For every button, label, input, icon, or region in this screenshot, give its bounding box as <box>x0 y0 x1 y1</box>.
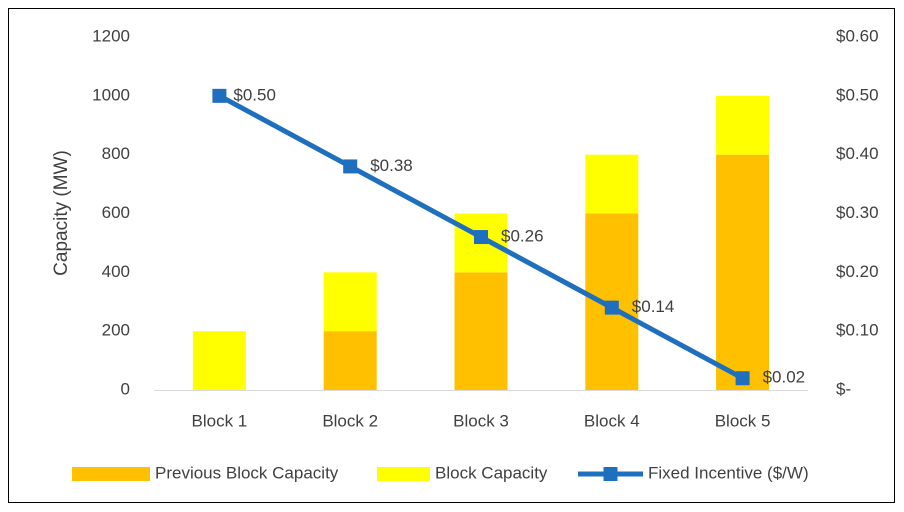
line-marker <box>212 88 227 103</box>
data-label: $0.26 <box>501 227 544 246</box>
bar <box>192 331 246 390</box>
line-marker <box>343 159 358 174</box>
bar <box>585 154 639 214</box>
bar <box>454 272 508 390</box>
x-tick-label: Block 3 <box>453 411 509 430</box>
line-marker <box>474 230 488 245</box>
bar <box>323 331 377 390</box>
x-tick-label: Block 5 <box>715 411 771 430</box>
bar <box>716 154 770 390</box>
y2-tick-label: $0.40 <box>836 144 879 163</box>
bar <box>716 95 770 155</box>
y2-tick-label: $0.10 <box>836 321 879 340</box>
data-label: $0.50 <box>233 85 276 104</box>
legend-swatch <box>377 467 430 481</box>
legend-label: Fixed Incentive ($/W) <box>648 463 809 482</box>
legend-label: Block Capacity <box>435 463 548 482</box>
line-marker <box>604 300 619 315</box>
legend-label: Previous Block Capacity <box>155 463 339 482</box>
y-tick-label: 0 <box>121 379 130 398</box>
y2-tick-label: $0.30 <box>836 203 879 222</box>
y-tick-label: 600 <box>102 203 130 222</box>
y-tick-label: 1000 <box>92 85 130 104</box>
legend-swatch <box>72 467 150 481</box>
x-tick-label: Block 4 <box>584 411 640 430</box>
y-axis-label: Capacity (MW) <box>51 150 72 276</box>
x-tick-label: Block 2 <box>322 411 378 430</box>
y-tick-label: 200 <box>102 321 130 340</box>
y2-tick-label: $0.20 <box>836 262 879 281</box>
y2-tick-label: $0.50 <box>836 85 879 104</box>
y2-tick-label: $0.60 <box>836 26 879 45</box>
data-label: $0.38 <box>370 156 413 175</box>
data-label: $0.02 <box>763 368 806 387</box>
legend-swatch <box>603 467 618 481</box>
y2-tick-label: $- <box>836 379 851 398</box>
y-tick-label: 1200 <box>92 26 130 45</box>
bar <box>323 272 377 332</box>
y-tick-label: 400 <box>102 262 130 281</box>
data-label: $0.14 <box>632 297 675 316</box>
x-tick-label: Block 1 <box>192 411 248 430</box>
y-tick-label: 800 <box>102 144 130 163</box>
line-marker <box>735 371 750 386</box>
